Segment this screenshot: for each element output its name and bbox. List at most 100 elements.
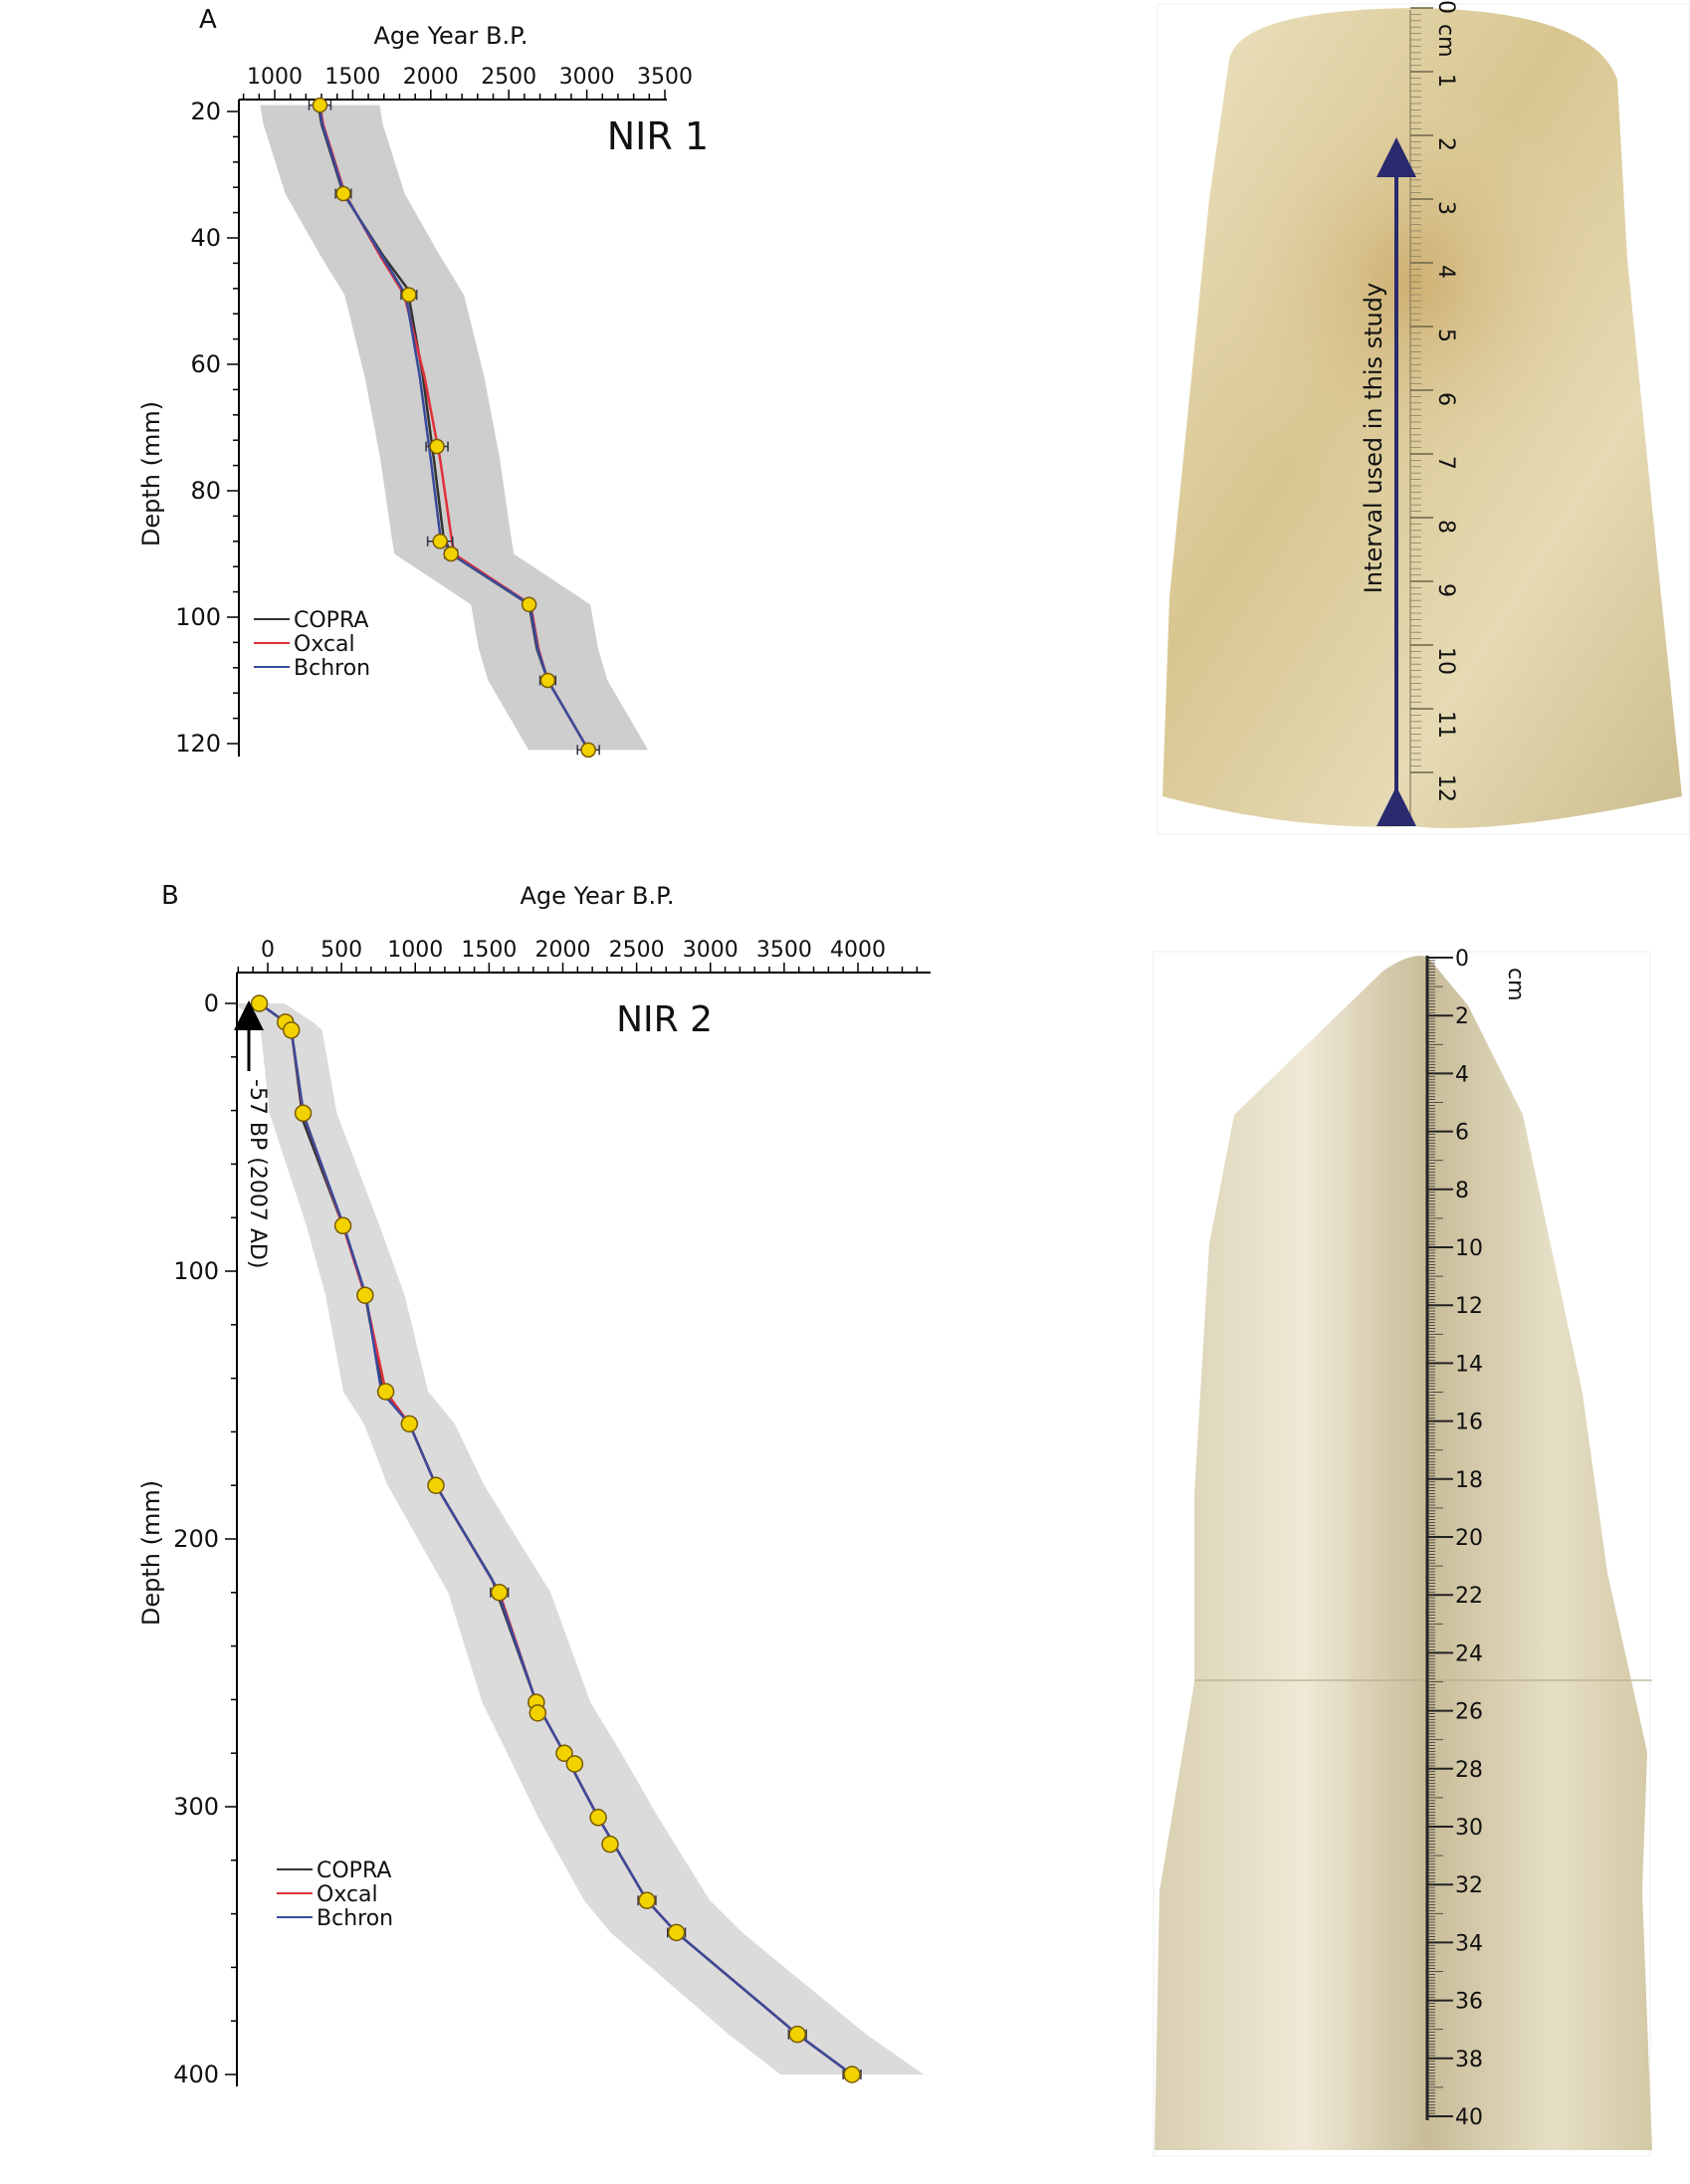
ruler-label-a: 8 — [1433, 520, 1458, 534]
ruler-label-b: 26 — [1455, 1700, 1483, 1725]
ruler-label-b: 40 — [1455, 2105, 1483, 2130]
interval-label: Interval used in this study — [1360, 283, 1387, 593]
date-point — [427, 1476, 445, 1494]
y-tick-label: 400 — [173, 2061, 219, 2088]
date-point — [521, 596, 537, 613]
y-tick-label: 80 — [190, 477, 221, 505]
x-tick-label: 1000 — [247, 65, 303, 90]
x-axis-title-b: Age Year B.P. — [521, 882, 675, 910]
x-tick-label: 3500 — [637, 65, 693, 90]
date-point — [250, 994, 269, 1012]
date-point — [401, 287, 417, 303]
ruler-label-a: 4 — [1433, 265, 1458, 279]
x-tick-label: 3000 — [559, 65, 615, 90]
y-tick-label: 200 — [173, 1525, 219, 1553]
ruler-label-b: 34 — [1455, 1931, 1483, 1956]
date-point — [282, 1021, 301, 1039]
x-tick-label: 3500 — [756, 938, 812, 963]
x-tick-label: 2500 — [609, 938, 665, 963]
date-point — [429, 438, 445, 455]
ruler-label-a: 1 — [1433, 74, 1458, 88]
ruler-label-b: 12 — [1455, 1294, 1483, 1319]
chart-title-b: NIR 2 — [616, 999, 713, 1040]
date-point — [843, 2066, 861, 2083]
x-tick-label: 1500 — [324, 65, 380, 90]
date-point — [601, 1835, 619, 1854]
y-tick-label: 0 — [204, 989, 219, 1017]
date-point — [443, 546, 459, 562]
x-axis-title-a: Age Year B.P. — [374, 22, 528, 50]
ruler-label-b: 2 — [1455, 1004, 1469, 1029]
ruler-label-a: 6 — [1433, 392, 1458, 406]
x-tick-label: 4000 — [830, 938, 886, 963]
date-point — [400, 1415, 419, 1433]
uncertainty-band — [260, 105, 649, 751]
date-point — [667, 1923, 686, 1942]
ruler-label-b: 18 — [1455, 1468, 1483, 1493]
x-tick-label: 2500 — [481, 65, 536, 90]
chart-nir1: A Age Year B.P. NIR 1 Depth (mm) 1000 150… — [137, 5, 709, 759]
date-point — [491, 1584, 509, 1602]
ruler-label-a: 7 — [1433, 456, 1458, 470]
y-axis-title-a: Depth (mm) — [137, 401, 165, 546]
ruler-label-a: 0 — [1433, 0, 1458, 14]
date-point — [333, 1216, 352, 1235]
y-axis-title-b: Depth (mm) — [137, 1480, 165, 1626]
ruler-label-b: 22 — [1455, 1584, 1483, 1609]
date-point — [312, 97, 328, 113]
x-tick-label: 1500 — [461, 938, 517, 963]
ruler-label-a: 3 — [1433, 201, 1458, 215]
chart-nir2: B Age Year B.P. NIR 2 Depth (mm) 0 500 100… — [137, 881, 931, 2088]
panel-label-a: A — [199, 5, 217, 35]
x-tick-label: 3000 — [683, 938, 739, 963]
ruler-label-b: 0 — [1455, 947, 1469, 972]
date-point — [432, 534, 448, 549]
ruler-label-b: 6 — [1455, 1121, 1469, 1146]
ruler-unit-b: cm — [1503, 968, 1528, 1001]
date-point — [565, 1755, 584, 1773]
x-tick-label: 500 — [320, 938, 362, 963]
x-tick-label: 1000 — [387, 938, 443, 963]
y-tick-label: 100 — [173, 1257, 219, 1285]
date-point — [555, 1744, 573, 1762]
date-point — [580, 742, 596, 759]
legend-label-copra: COPRA — [317, 1858, 391, 1883]
ruler-label-b: 36 — [1455, 1990, 1483, 2015]
ruler-label-a: 9 — [1433, 583, 1458, 597]
y-tick-label: 300 — [173, 1793, 219, 1821]
ruler-label-b: 8 — [1455, 1179, 1469, 1203]
date-point — [638, 1891, 656, 1909]
growth-core-a — [1204, 100, 1622, 557]
plot-area-b: 0 500 1000 1500 2000 2500 3000 3500 4000 0 100 200 3… — [173, 938, 931, 2088]
ruler-label-b: 32 — [1455, 1873, 1483, 1898]
ruler-label-a: 2 — [1433, 137, 1458, 151]
date-point — [589, 1809, 607, 1827]
y-tick-label: 120 — [175, 730, 221, 758]
legend-label-bchron: Bchron — [294, 656, 370, 681]
x-tick-label: 2000 — [535, 938, 591, 963]
legend-label-oxcal: Oxcal — [317, 1882, 378, 1907]
date-point — [788, 2025, 806, 2044]
legend-label-bchron: Bchron — [317, 1906, 393, 1931]
ruler-label-a: 11 — [1433, 711, 1458, 739]
y-tick-label: 100 — [175, 603, 221, 631]
date-point — [356, 1286, 374, 1304]
date-point — [335, 185, 351, 202]
y-tick-label: 60 — [190, 350, 221, 378]
ruler-label-a: 12 — [1433, 774, 1458, 802]
ruler-label-b: 14 — [1455, 1352, 1483, 1377]
x-tick-label: 0 — [261, 938, 275, 963]
date-point — [376, 1383, 395, 1401]
ruler-label-b: 30 — [1455, 1816, 1483, 1841]
y-tick-label: 20 — [190, 98, 221, 125]
ruler-label-b: 28 — [1455, 1758, 1483, 1783]
ruler-label-a: 5 — [1433, 328, 1458, 342]
x-tick-label: 2000 — [403, 65, 459, 90]
ruler-label-b: 24 — [1455, 1641, 1483, 1666]
ruler-label-a: 10 — [1433, 647, 1458, 675]
annotation-modern-age: -57 BP (2007 AD) — [245, 1079, 270, 1268]
